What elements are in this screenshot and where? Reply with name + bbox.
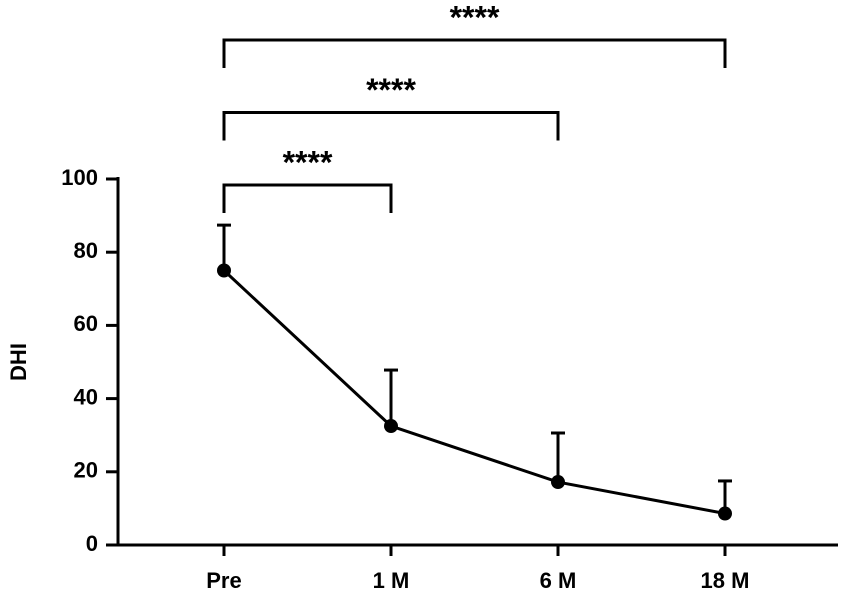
point	[718, 506, 732, 521]
significance-label: ****	[283, 144, 333, 180]
y-axis-label: DHI	[6, 343, 31, 381]
point	[384, 419, 398, 434]
point	[551, 475, 565, 490]
x-tick-label: 6 M	[540, 568, 577, 593]
significance-label: ****	[366, 72, 416, 108]
x-tick-label: Pre	[206, 568, 241, 593]
significance-bracket	[222, 183, 393, 213]
significance-label: ****	[450, 0, 500, 35]
significance-bracket	[222, 111, 560, 141]
y-tick-label: 20	[74, 458, 98, 483]
x-tick-label: 18 M	[701, 568, 750, 593]
y-tick-label: 40	[74, 384, 98, 409]
line	[222, 269, 726, 515]
y-tick-label: 60	[74, 311, 98, 336]
y-tick-label: 100	[61, 165, 98, 190]
significance-bracket	[222, 38, 727, 68]
point	[217, 263, 231, 278]
x-tick-label: 1 M	[373, 568, 410, 593]
y-tick-label: 80	[74, 238, 98, 263]
y-tick-label: 0	[86, 531, 98, 556]
